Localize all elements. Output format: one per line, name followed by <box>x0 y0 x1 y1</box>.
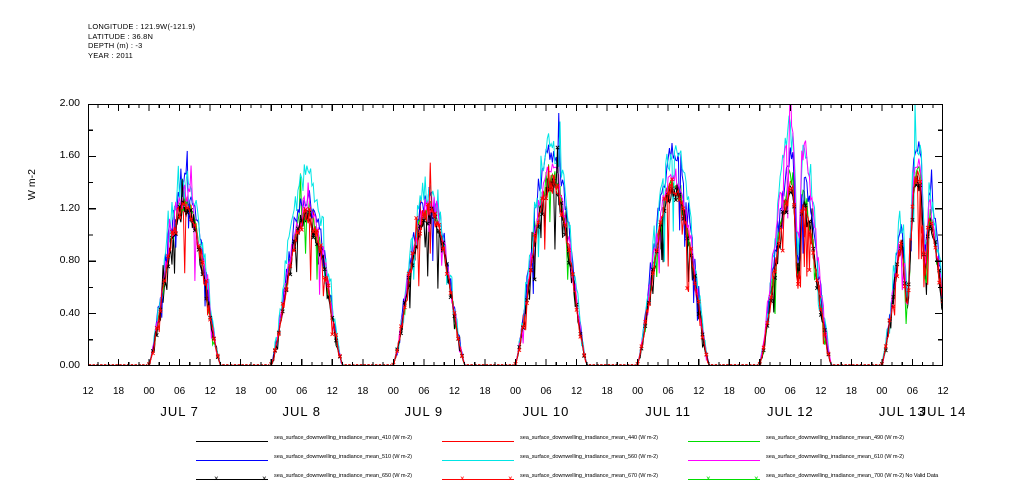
x-tick-label-hour: 18 <box>112 386 125 397</box>
legend-label: sea_surface_downwelling_irradiance_mean_… <box>274 454 412 460</box>
legend-x-marker-icon: × <box>262 474 267 483</box>
y-tick-label: 0.40 <box>59 306 80 319</box>
legend-label: sea_surface_downwelling_irradiance_mean_… <box>766 454 904 460</box>
y-tick-label: 1.20 <box>59 201 80 214</box>
x-tick-label-hour: 00 <box>632 386 644 397</box>
x-tick-label-hour: 18 <box>845 386 857 397</box>
chart-legend: sea_surface_downwelling_irradiance_mean_… <box>196 434 986 492</box>
plot-area <box>88 104 943 366</box>
legend-line-swatch <box>196 441 268 442</box>
x-tick-label-hour: 06 <box>540 386 552 397</box>
legend-line-swatch <box>688 460 760 461</box>
x-tick-label-hour: 00 <box>509 386 522 397</box>
x-tick-label-hour: 18 <box>723 386 735 397</box>
y-tick-label: 1.60 <box>59 149 80 162</box>
x-tick-label-hour: 18 <box>601 386 613 397</box>
x-tick-label-hour: 12 <box>326 386 338 397</box>
legend-line-swatch <box>688 441 760 442</box>
legend-x-marker-icon: × <box>214 474 219 483</box>
metadata-line-longitude: LONGITUDE : 121.9W(-121.9) <box>88 22 196 31</box>
y-tick-label: 0.80 <box>59 254 80 267</box>
x-tick-label-day: JUL 7 <box>160 404 199 419</box>
x-tick-label-hour: 06 <box>906 386 919 397</box>
legend-label: sea_surface_downwelling_irradiance_mean_… <box>520 435 658 441</box>
x-tick-label-hour: 00 <box>754 386 766 397</box>
legend-label: sea_surface_downwelling_irradiance_mean_… <box>520 473 658 479</box>
x-tick-label-hour: 12 <box>937 386 949 397</box>
legend-label: sea_surface_downwelling_irradiance_mean_… <box>274 473 412 479</box>
legend-x-marker-icon: × <box>508 474 513 483</box>
x-tick-label-hour: 12 <box>571 386 583 397</box>
legend-x-marker-icon: × <box>706 474 711 483</box>
x-tick-label-hour: 12 <box>204 386 216 397</box>
series-line-670 <box>88 162 943 366</box>
legend-x-marker-icon: × <box>754 474 759 483</box>
x-tick-label-hour: 06 <box>296 386 308 397</box>
legend-x-marker-icon: × <box>460 474 465 483</box>
x-tick-label-hour: 00 <box>876 386 888 397</box>
y-tick-label: 2.00 <box>59 97 80 109</box>
series-line-650 <box>88 147 943 366</box>
metadata-line-latitude: LATITUDE : 36.8N <box>88 31 154 41</box>
series-line-410 <box>88 175 943 366</box>
x-tick-label-day: JUL 11 <box>645 404 692 419</box>
x-tick-label-day: JUL 14 <box>919 404 967 419</box>
x-tick-label-hour: 18 <box>235 386 247 397</box>
series-line-440 <box>88 171 943 366</box>
legend-label: sea_surface_downwelling_irradiance_mean_… <box>766 473 939 479</box>
legend-line-swatch <box>442 479 514 480</box>
x-tick-label-hour: 06 <box>784 386 796 397</box>
x-tick-label-hour: 00 <box>143 386 155 397</box>
x-tick-label-hour: 18 <box>479 386 491 397</box>
x-tick-label-hour: 12 <box>448 386 460 397</box>
x-tick-label-hour: 12 <box>82 386 94 397</box>
x-tick-label-hour: 06 <box>662 386 674 397</box>
y-axis-label: W m-2 <box>26 169 38 200</box>
x-tick-label-hour: 00 <box>387 386 399 397</box>
x-tick-label-day: JUL 12 <box>766 404 814 419</box>
x-tick-label-day: JUL 9 <box>404 404 444 419</box>
x-tick-label-hour: 06 <box>174 386 186 397</box>
legend-label: sea_surface_downwelling_irradiance_mean_… <box>520 454 658 460</box>
x-tick-label-day: JUL 13 <box>878 404 926 419</box>
legend-line-swatch <box>688 479 760 480</box>
y-tick-label: 0.00 <box>59 359 80 371</box>
metadata-line-year: YEAR : 2011 <box>88 50 134 60</box>
legend-line-swatch <box>196 460 268 461</box>
x-tick-label-hour: 00 <box>265 386 277 397</box>
legend-label: sea_surface_downwelling_irradiance_mean_… <box>274 435 412 441</box>
x-tick-label-day: JUL 10 <box>522 404 570 419</box>
x-tick-label-hour: 12 <box>693 386 705 397</box>
x-tick-label-hour: 06 <box>418 386 430 397</box>
series-markers-670 <box>88 174 943 366</box>
series-line-510 <box>88 112 943 366</box>
x-tick-label-hour: 18 <box>357 386 369 397</box>
legend-line-swatch <box>196 479 268 480</box>
legend-line-swatch <box>442 460 514 461</box>
x-tick-label-day: JUL 8 <box>282 404 321 419</box>
legend-label: sea_surface_downwelling_irradiance_mean_… <box>766 435 904 441</box>
metadata-line-depth: DEPTH (m) : -3 <box>88 41 143 51</box>
legend-line-swatch <box>442 441 514 442</box>
chart-svg <box>88 104 943 366</box>
x-tick-label-hour: 12 <box>815 386 827 397</box>
metadata-header: LONGITUDE : 121.9W(-121.9) LATITUDE : 36… <box>88 22 195 60</box>
